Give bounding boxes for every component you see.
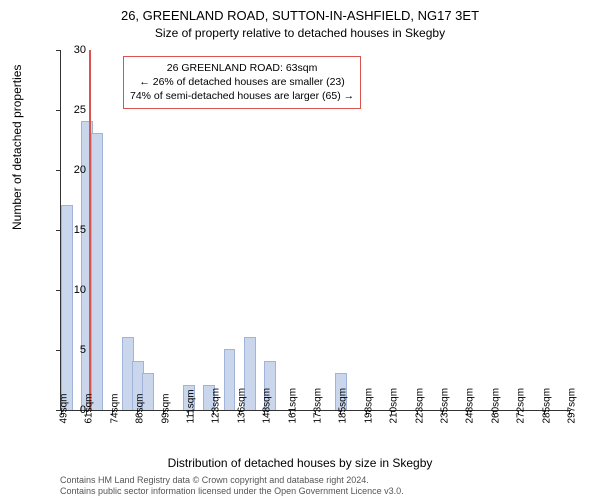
y-tick-label: 15 xyxy=(46,224,86,236)
annotation-line: 26 GREENLAND ROAD: 63sqm xyxy=(130,61,354,75)
y-tick-label: 25 xyxy=(46,104,86,116)
annotation-line: 74% of semi-detached houses are larger (… xyxy=(130,89,354,103)
annotation-box: 26 GREENLAND ROAD: 63sqm← 26% of detache… xyxy=(123,56,361,109)
chart-container: 26, GREENLAND ROAD, SUTTON-IN-ASHFIELD, … xyxy=(0,0,600,500)
y-tick-label: 30 xyxy=(46,44,86,56)
reference-marker-line xyxy=(89,50,91,410)
y-tick-label: 20 xyxy=(46,164,86,176)
y-tick-label: 5 xyxy=(46,344,86,356)
chart-title: 26, GREENLAND ROAD, SUTTON-IN-ASHFIELD, … xyxy=(0,8,600,23)
x-axis-label: Distribution of detached houses by size … xyxy=(0,456,600,470)
annotation-line: ← 26% of detached houses are smaller (23… xyxy=(130,75,354,89)
plot-area: 26 GREENLAND ROAD: 63sqm← 26% of detache… xyxy=(60,50,571,411)
histogram-bar xyxy=(91,133,103,410)
y-axis-label: Number of detached properties xyxy=(10,65,24,230)
chart-subtitle: Size of property relative to detached ho… xyxy=(0,26,600,40)
footer-line-1: Contains HM Land Registry data © Crown c… xyxy=(60,475,580,486)
footer-attribution: Contains HM Land Registry data © Crown c… xyxy=(60,475,580,498)
histogram-bar xyxy=(224,349,236,410)
y-tick-label: 10 xyxy=(46,284,86,296)
footer-line-2: Contains public sector information licen… xyxy=(60,486,580,497)
